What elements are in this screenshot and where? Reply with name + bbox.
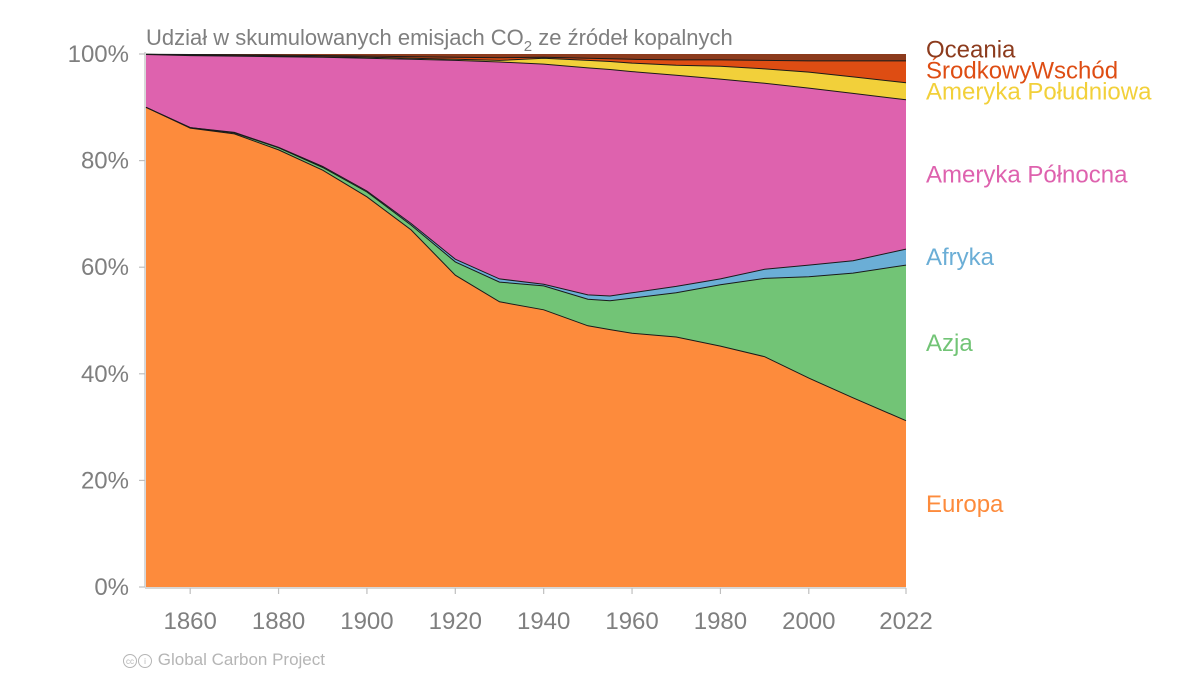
y-tick-label: 80% xyxy=(81,148,129,175)
area-ameryka-po-udniowa xyxy=(146,54,906,100)
boundary-line xyxy=(145,106,907,297)
title-main: Udział w skumulowanych emisjach CO xyxy=(146,25,524,50)
area-azja xyxy=(146,107,906,421)
legend-label-azja: Azja xyxy=(926,330,973,357)
y-tick-label: 40% xyxy=(81,361,129,388)
y-tick-label: 0% xyxy=(94,574,129,601)
legend-label-afryka: Afryka xyxy=(926,244,995,271)
title-tail: ze źródeł kopalnych xyxy=(532,25,733,50)
boundary-line xyxy=(145,53,907,84)
x-tick-label: 1880 xyxy=(252,608,305,635)
chart: Udział w skumulowanych emisjach CO2 ze ź… xyxy=(68,25,1152,635)
y-tick-label: 20% xyxy=(81,467,129,494)
legend-label-ameryka-p-nocna: Ameryka Północna xyxy=(926,162,1128,189)
legend-label-oceania: Oceania xyxy=(926,36,1016,63)
x-tick-label: 1960 xyxy=(605,608,658,635)
boundary-line xyxy=(145,53,906,62)
by-icon: i xyxy=(138,654,152,668)
x-tick-label: 1920 xyxy=(429,608,482,635)
area-europa xyxy=(146,107,906,588)
credit: cc i Global Carbon Project xyxy=(123,650,325,670)
boundary-line xyxy=(145,54,907,101)
area--rodkowywsch-d xyxy=(146,54,906,83)
legend-label--rodkowywsch-d: ŚrodkowyWschód xyxy=(926,56,1118,84)
x-tick-label: 2022 xyxy=(879,608,932,635)
x-tick-label: 1900 xyxy=(340,608,393,635)
x-tick-label: 1940 xyxy=(517,608,570,635)
credit-text: Global Carbon Project xyxy=(157,650,325,669)
chart-title: Udział w skumulowanych emisjach CO2 ze ź… xyxy=(146,25,733,55)
boundary-line xyxy=(145,106,907,422)
area-layers xyxy=(145,53,907,588)
legend-label-ameryka-po-udniowa: Ameryka Południowa xyxy=(926,78,1152,105)
cc-icon: cc xyxy=(123,654,137,668)
axes: 0% 20% 40% 60% 80% 100% 1860 1880 1900 1920 1940 19… xyxy=(68,41,933,635)
direct-labels: Europa Azja Afryka Ameryka Północna Ameryka … xyxy=(926,36,1152,518)
x-tick-label: 1860 xyxy=(163,608,216,635)
x-tick-label: 2000 xyxy=(782,608,835,635)
y-tick-label: 100% xyxy=(68,41,129,68)
y-tick-label: 60% xyxy=(81,254,129,281)
title-subscript: 2 xyxy=(524,38,532,55)
x-tick-label: 1980 xyxy=(694,608,747,635)
legend-label-europa: Europa xyxy=(926,491,1004,518)
area-ameryka-p-nocna xyxy=(146,54,906,296)
